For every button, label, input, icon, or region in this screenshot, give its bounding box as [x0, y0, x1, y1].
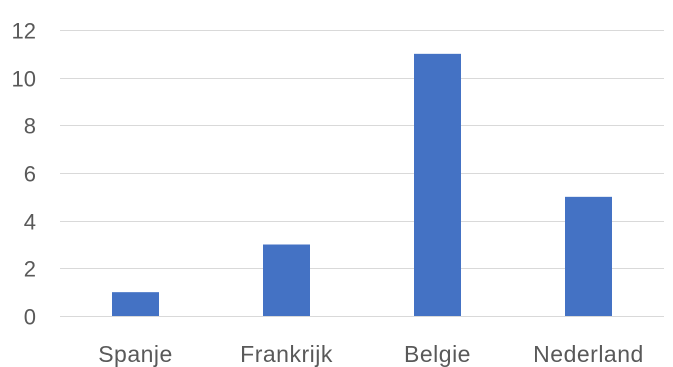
y-tick-label: 6	[24, 162, 36, 187]
y-tick-label: 8	[24, 114, 36, 139]
y-tick-label: 12	[12, 19, 36, 44]
y-tick-label: 10	[12, 67, 36, 92]
bar-spanje	[112, 292, 159, 316]
x-tick-label: Frankrijk	[240, 341, 333, 367]
y-tick-label: 0	[24, 305, 36, 330]
bar-belgie	[414, 53, 461, 316]
x-tick-label: Spanje	[98, 341, 173, 367]
bar-nederland	[565, 196, 612, 316]
y-tick-label: 4	[24, 210, 36, 235]
bars	[112, 53, 612, 316]
bar-frankrijk	[263, 244, 310, 316]
y-tick-label: 2	[24, 257, 36, 282]
y-axis: 0 2 4 6 8 10 12	[12, 19, 36, 330]
x-axis: Spanje Frankrijk Belgie Nederland	[98, 341, 644, 367]
x-tick-label: Belgie	[404, 341, 471, 367]
x-tick-label: Nederland	[533, 341, 644, 367]
gridlines	[60, 30, 664, 317]
